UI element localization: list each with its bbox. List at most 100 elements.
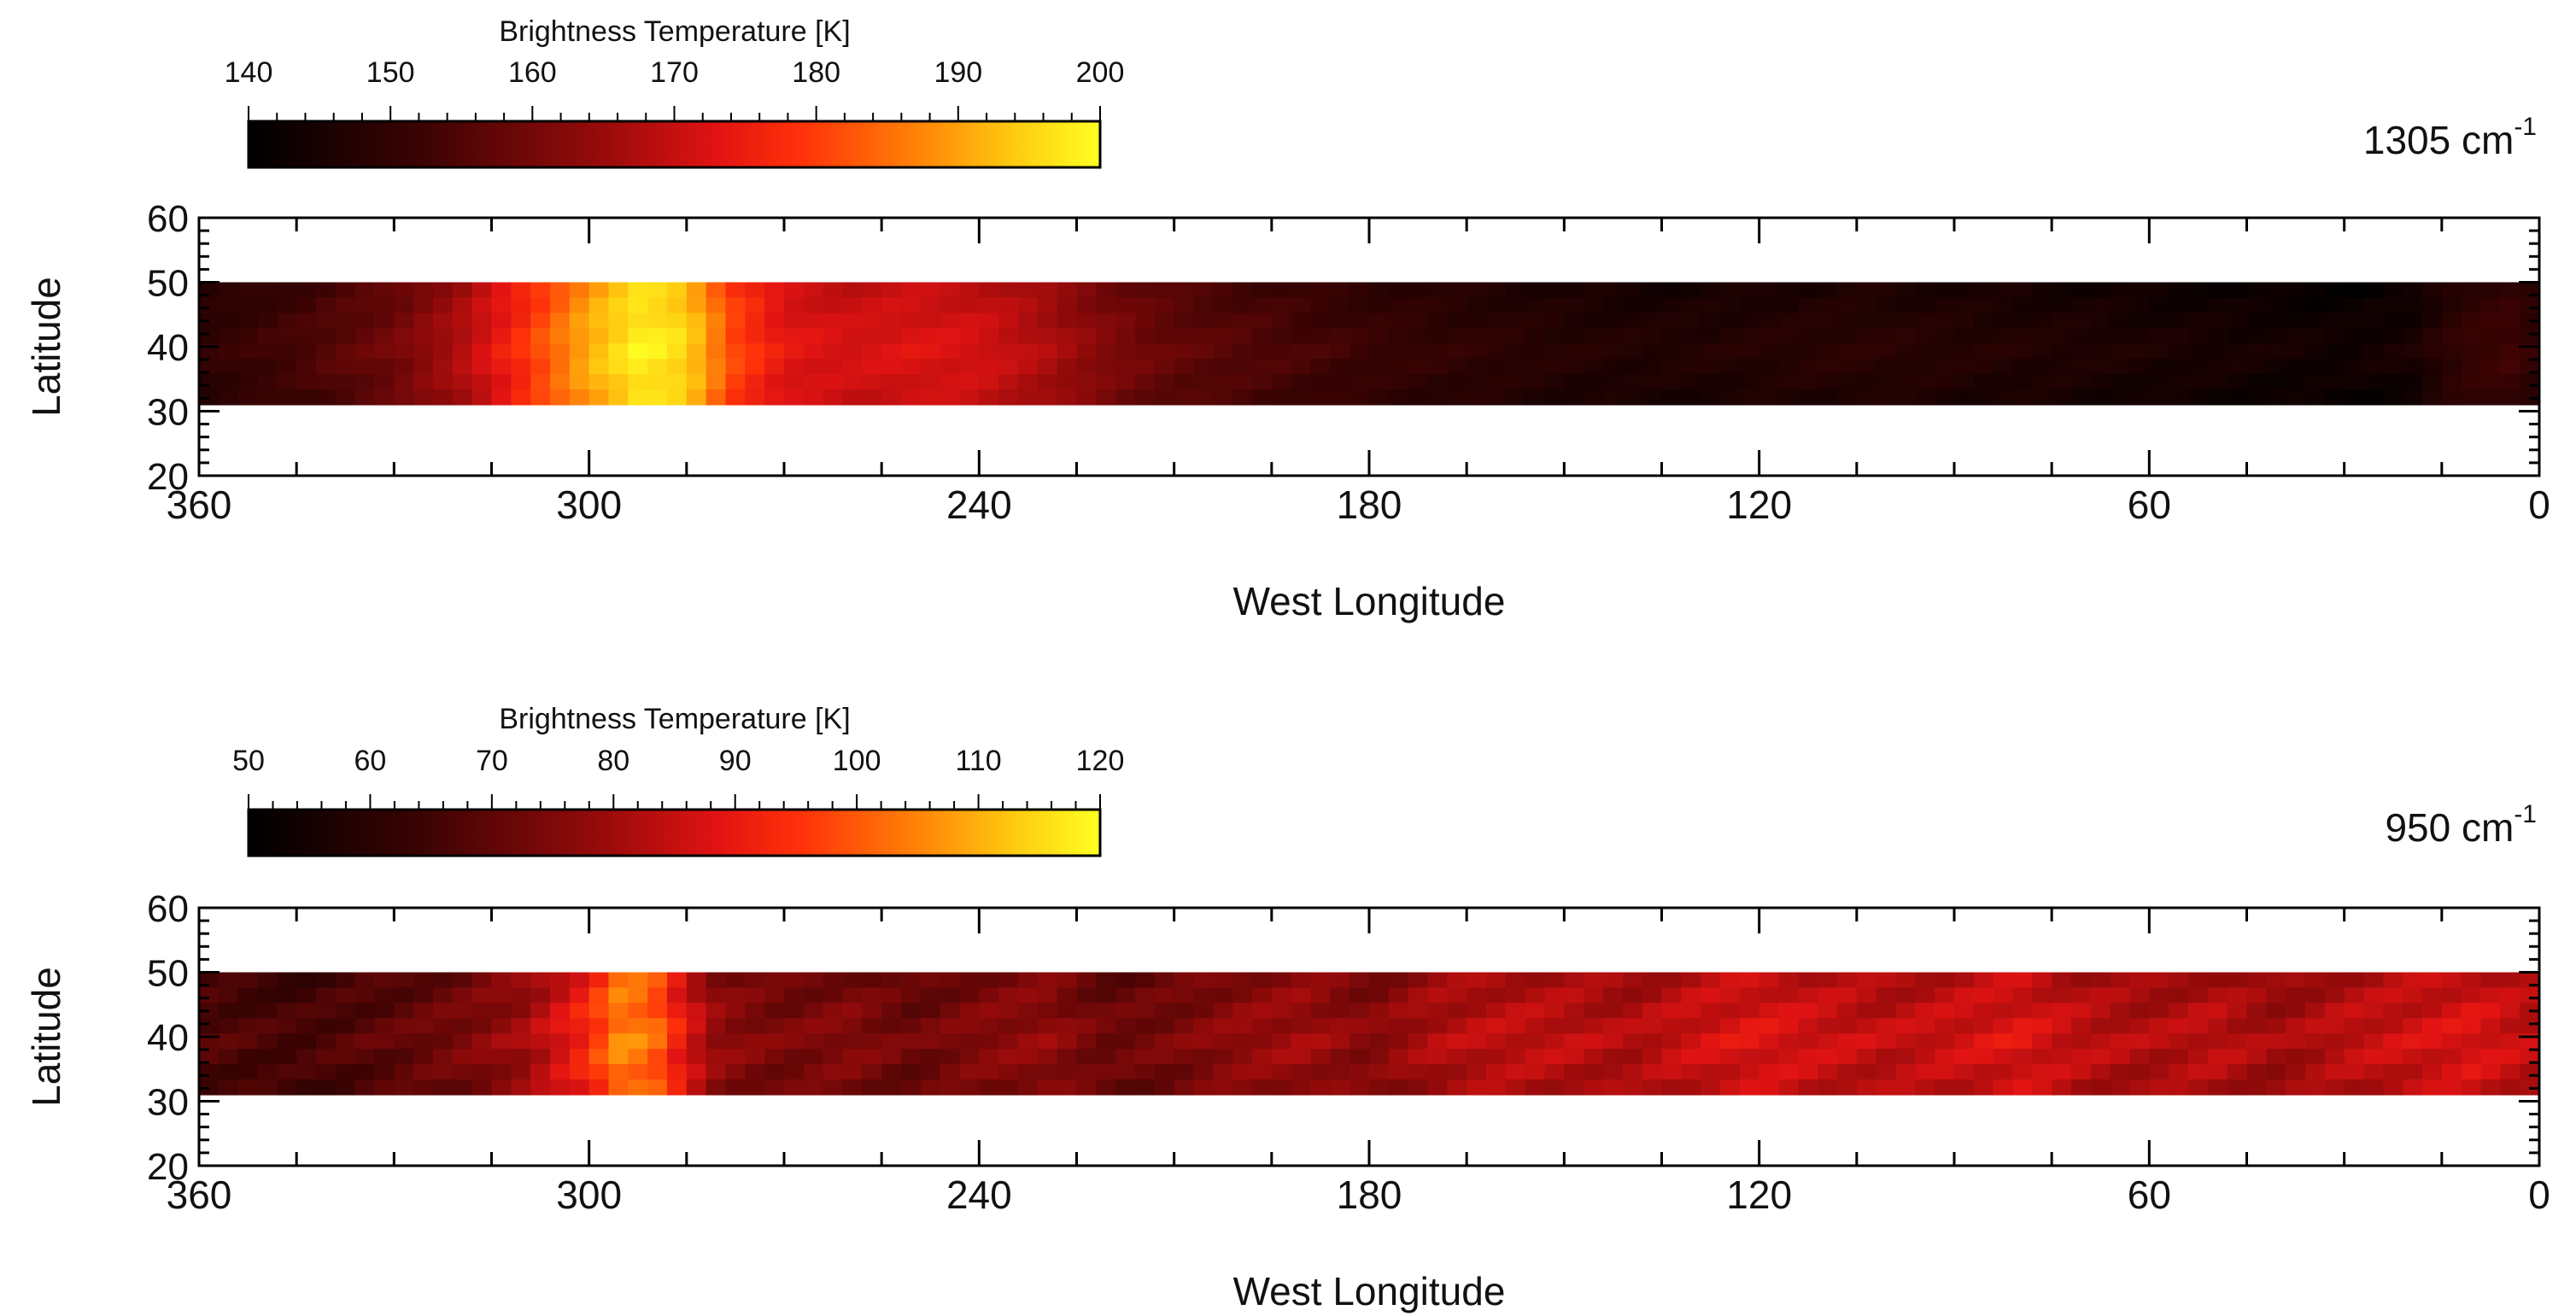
heatmap-cell: [1427, 359, 1448, 375]
heatmap-cell: [608, 1079, 629, 1096]
heatmap-cell: [2403, 282, 2423, 299]
heatmap-cell: [1642, 1033, 1663, 1050]
heatmap-cell: [1935, 328, 1955, 344]
heatmap-cell: [1115, 359, 1136, 375]
heatmap-cell: [2363, 343, 2384, 360]
heatmap-cell: [1330, 282, 1350, 299]
heatmap-cell: [784, 359, 805, 375]
colorbar-tick-label: 120: [1076, 745, 1125, 777]
heatmap-cell: [842, 389, 863, 406]
heatmap-cell: [1759, 282, 1780, 299]
heatmap-cell: [2383, 282, 2403, 299]
heatmap-cell: [1057, 1018, 1078, 1034]
heatmap-cell: [608, 1064, 629, 1080]
heatmap-cell: [374, 282, 395, 299]
heatmap-cell: [2071, 1079, 2092, 1096]
heatmap-cell: [745, 374, 765, 390]
heatmap-cell: [2344, 297, 2365, 313]
heatmap-cell: [2071, 282, 2092, 299]
heatmap-cell: [2403, 1003, 2423, 1019]
colorbar-tick-label: 150: [366, 56, 415, 89]
heatmap-cell: [901, 282, 922, 299]
heatmap-cell: [2090, 389, 2111, 406]
heatmap-cell: [2461, 1079, 2482, 1096]
heatmap-cell: [1993, 1064, 2014, 1080]
heatmap-cell: [277, 1033, 297, 1050]
heatmap-cell: [1915, 313, 1935, 329]
heatmap-cell: [394, 328, 414, 344]
heatmap-cell: [1856, 343, 1877, 360]
heatmap-cell: [2032, 987, 2052, 1003]
heatmap-cell: [1720, 1079, 1741, 1096]
colorbar-tick-label: 110: [955, 745, 1001, 777]
heatmap-cell: [1408, 313, 1429, 329]
heatmap-cell: [1135, 389, 1156, 406]
heatmap-cell: [842, 282, 863, 299]
heatmap-cell: [491, 359, 512, 375]
heatmap-cell: [2129, 282, 2150, 299]
heatmap-cell: [1388, 328, 1409, 344]
heatmap-cell: [803, 359, 824, 375]
heatmap-cell: [667, 374, 688, 390]
heatmap-cell: [1915, 1033, 1935, 1050]
heatmap-cell: [394, 359, 414, 375]
heatmap-cell: [608, 297, 629, 313]
heatmap-cell: [1467, 1049, 1487, 1065]
heatmap-cell: [2480, 1049, 2501, 1065]
heatmap-cell: [803, 297, 824, 313]
heatmap-cell: [1993, 328, 2014, 344]
heatmap-cell: [1349, 359, 1370, 375]
heatmap-cell: [2266, 1003, 2286, 1019]
heatmap-cell: [1505, 343, 1526, 360]
heatmap-cell: [823, 1049, 844, 1065]
heatmap-cell: [628, 343, 648, 360]
wavenumber-value: 950 cm: [2385, 805, 2514, 850]
heatmap-cell: [257, 972, 278, 989]
heatmap-cell: [2169, 359, 2189, 375]
heatmap-cell: [1642, 374, 1663, 390]
heatmap-cell: [1525, 1049, 1546, 1065]
heatmap-cell: [335, 297, 356, 313]
heatmap-cell: [1701, 343, 1721, 360]
heatmap-cell: [1759, 1064, 1780, 1080]
heatmap-cell: [316, 389, 337, 406]
heatmap-cell: [1330, 297, 1350, 313]
heatmap-cell: [1915, 359, 1935, 375]
heatmap-cell: [374, 1064, 395, 1080]
heatmap-cell: [413, 313, 434, 329]
colorbar: [247, 120, 1102, 169]
y-axis-ticks: [199, 216, 2539, 477]
heatmap-cell: [1798, 1049, 1818, 1065]
heatmap-cell: [1915, 297, 1935, 313]
heatmap-cell: [316, 343, 337, 360]
heatmap-cell: [1271, 359, 1292, 375]
heatmap-cell: [374, 313, 395, 329]
heatmap-cell: [1252, 972, 1273, 989]
heatmap-cell: [842, 972, 863, 989]
heatmap-cell: [2110, 1079, 2131, 1096]
heatmap-cell: [1544, 297, 1565, 313]
heatmap-cell: [803, 389, 824, 406]
heatmap-cell: [1681, 389, 1701, 406]
heatmap-cell: [1915, 972, 1935, 989]
heatmap-cell: [705, 972, 727, 989]
heatmap-cell: [1174, 972, 1195, 989]
heatmap-cell: [2480, 1064, 2501, 1080]
y-tick-label: 40: [147, 1017, 189, 1059]
heatmap-cell: [1584, 972, 1604, 989]
heatmap-cell: [237, 374, 259, 390]
heatmap-cell: [862, 1064, 882, 1080]
heatmap-cell: [2169, 389, 2189, 406]
heatmap-cell: [413, 343, 434, 360]
heatmap-cell: [1798, 313, 1818, 329]
heatmap-cell: [1135, 343, 1156, 360]
heatmap-cell: [2441, 389, 2462, 406]
heatmap-cell: [1154, 359, 1175, 375]
heatmap-cell: [1369, 1033, 1390, 1050]
heatmap-cell: [1057, 297, 1078, 313]
heatmap-cell: [335, 282, 356, 299]
heatmap-cell: [2286, 374, 2306, 390]
heatmap-cell: [1915, 1018, 1935, 1034]
heatmap-cell: [1564, 389, 1584, 406]
heatmap-cell: [296, 1079, 317, 1096]
